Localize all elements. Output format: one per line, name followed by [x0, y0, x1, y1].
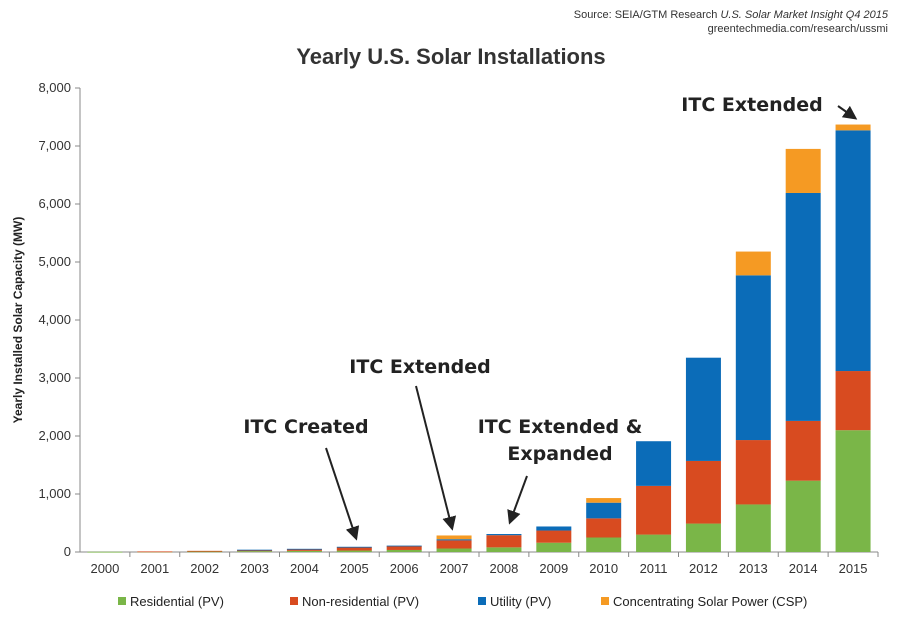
y-tick-label: 1,000 — [38, 486, 71, 501]
annotation-arrow — [325, 447, 360, 541]
x-tick-label: 2014 — [789, 561, 818, 576]
y-tick-label: 6,000 — [38, 196, 71, 211]
y-tick-label: 7,000 — [38, 138, 71, 153]
y-tick-label: 2,000 — [38, 428, 71, 443]
x-tick-label: 2008 — [489, 561, 518, 576]
bar-segment-residential-pv — [187, 551, 223, 553]
bar-segment-concentrating-solar-power-csp — [835, 124, 871, 131]
y-tick-label: 5,000 — [38, 254, 71, 269]
chart-title: Yearly U.S. Solar Installations — [296, 44, 606, 69]
bar-segment-non-residential-pv — [486, 535, 522, 548]
bar-segment-concentrating-solar-power-csp — [735, 251, 771, 276]
bar-segment-non-residential-pv — [436, 540, 472, 549]
annotation-arrow — [415, 385, 457, 531]
bar-segment-residential-pv — [586, 537, 622, 552]
x-tick-label: 2001 — [140, 561, 169, 576]
bar-segment-utility-pv — [835, 130, 871, 372]
bar-segment-non-residential-pv — [636, 485, 672, 535]
bar-segment-non-residential-pv — [187, 550, 223, 552]
legend-label: Non-residential (PV) — [302, 594, 419, 609]
legend-swatch — [290, 597, 298, 605]
bar-segment-utility-pv — [386, 545, 422, 547]
y-tick-label: 0 — [64, 544, 71, 559]
bar-segment-non-residential-pv — [586, 518, 622, 538]
source-url: greentechmedia.com/research/ussmi — [707, 23, 888, 35]
bar-segment-utility-pv — [336, 546, 372, 548]
annotation-arrow — [507, 475, 528, 525]
bar-segment-utility-pv — [536, 526, 572, 531]
legend-label: Residential (PV) — [130, 594, 224, 609]
source-prefix: Source: SEIA/GTM Research — [573, 9, 718, 21]
bar-segment-non-residential-pv — [536, 530, 572, 543]
x-tick-label: 2003 — [240, 561, 269, 576]
bar-segment-non-residential-pv — [137, 551, 173, 553]
bar-segment-residential-pv — [436, 548, 472, 552]
bar-segment-residential-pv — [636, 534, 672, 552]
y-tick-label: 8,000 — [38, 80, 71, 95]
bar-segment-non-residential-pv — [336, 547, 372, 551]
x-tick-label: 2007 — [440, 561, 469, 576]
annotation-label: ITC Extended & — [478, 416, 643, 438]
x-tick-label: 2015 — [839, 561, 868, 576]
x-tick-label: 2000 — [90, 561, 119, 576]
bar-segment-residential-pv — [785, 480, 821, 552]
bar-segment-residential-pv — [735, 504, 771, 552]
bar-segment-concentrating-solar-power-csp — [586, 498, 622, 503]
bar-segment-utility-pv — [486, 534, 522, 536]
x-tick-label: 2011 — [640, 561, 668, 576]
bar-segment-non-residential-pv — [735, 440, 771, 505]
y-axis-label: Yearly Installed Solar Capacity (MW) — [11, 217, 25, 424]
bar-segment-non-residential-pv — [286, 549, 322, 551]
legend-label: Concentrating Solar Power (CSP) — [613, 594, 807, 609]
bar-segment-residential-pv — [486, 547, 522, 552]
bar-segment-non-residential-pv — [685, 460, 721, 524]
annotation-label: Expanded — [507, 443, 612, 465]
x-tick-label: 2004 — [290, 561, 319, 576]
annotation-arrow — [837, 105, 858, 120]
bar-segment-residential-pv — [286, 550, 322, 552]
legend-swatch — [478, 597, 486, 605]
bar-segment-residential-pv — [237, 551, 273, 552]
bar-segment-concentrating-solar-power-csp — [436, 535, 472, 540]
bar-segment-utility-pv — [237, 549, 273, 551]
bar-segment-non-residential-pv — [835, 371, 871, 431]
bar-segment-residential-pv — [336, 550, 372, 552]
legend-label: Utility (PV) — [490, 594, 551, 609]
bar-segment-non-residential-pv — [386, 545, 422, 550]
annotation-label: ITC Extended — [349, 356, 490, 378]
bar-segment-non-residential-pv — [785, 420, 821, 481]
bar-segment-utility-pv — [685, 357, 721, 461]
bar-segment-residential-pv — [386, 549, 422, 552]
bar-segment-non-residential-pv — [237, 549, 273, 552]
y-tick-label: 3,000 — [38, 370, 71, 385]
annotation-label: ITC Created — [243, 416, 368, 438]
legend-swatch — [601, 597, 609, 605]
source-note: Source: SEIA/GTM Research U.S. Solar Mar… — [574, 8, 888, 36]
x-tick-label: 2012 — [689, 561, 718, 576]
x-tick-label: 2002 — [190, 561, 219, 576]
bar-segment-residential-pv — [536, 542, 572, 552]
bar-segment-utility-pv — [436, 539, 472, 541]
bar-segment-utility-pv — [586, 502, 622, 519]
bar-segment-utility-pv — [735, 275, 771, 441]
x-tick-label: 2006 — [390, 561, 419, 576]
x-tick-label: 2013 — [739, 561, 768, 576]
bar-segment-residential-pv — [685, 523, 721, 552]
bar-segment-residential-pv — [835, 430, 871, 552]
source-publication: U.S. Solar Market Insight Q4 2015 — [720, 9, 888, 21]
bar-segment-utility-pv — [286, 548, 322, 550]
annotation-label: ITC Extended — [681, 94, 822, 116]
bar-segment-utility-pv — [636, 441, 672, 486]
x-tick-label: 2010 — [589, 561, 618, 576]
y-tick-label: 4,000 — [38, 312, 71, 327]
bar-segment-utility-pv — [785, 192, 821, 421]
bar-segment-concentrating-solar-power-csp — [785, 148, 821, 193]
x-tick-label: 2005 — [340, 561, 369, 576]
bar-segment-residential-pv — [87, 551, 123, 553]
x-tick-label: 2009 — [539, 561, 568, 576]
legend-swatch — [118, 597, 126, 605]
